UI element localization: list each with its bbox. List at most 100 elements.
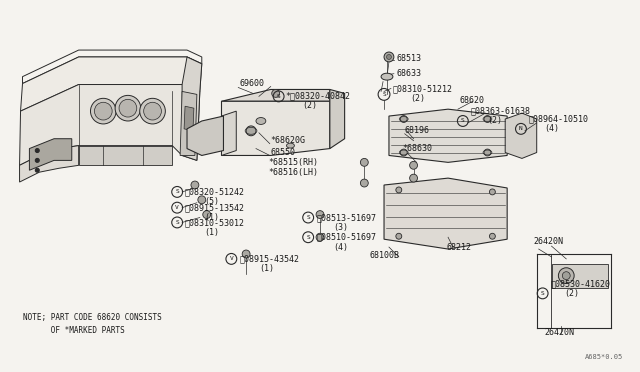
Polygon shape (20, 57, 202, 111)
Polygon shape (187, 116, 223, 155)
Polygon shape (20, 84, 200, 165)
Text: 68513: 68513 (397, 54, 422, 64)
Text: *Ⓝ08320-40842: *Ⓝ08320-40842 (285, 92, 351, 101)
Text: (1): (1) (259, 264, 274, 273)
Circle shape (115, 95, 141, 121)
Text: Ⓝ08510-51697: Ⓝ08510-51697 (317, 233, 377, 242)
Polygon shape (330, 89, 344, 148)
Circle shape (387, 54, 392, 60)
Text: V: V (230, 256, 233, 262)
Circle shape (410, 161, 417, 169)
Ellipse shape (256, 118, 266, 124)
Text: S: S (175, 220, 179, 225)
Polygon shape (221, 111, 236, 155)
Text: S: S (276, 94, 280, 99)
Circle shape (563, 272, 570, 280)
Text: 26420N: 26420N (534, 237, 564, 246)
Circle shape (360, 179, 368, 187)
Text: Ⓡ08964-10510: Ⓡ08964-10510 (529, 115, 589, 124)
Text: (2): (2) (488, 116, 502, 125)
Ellipse shape (381, 73, 393, 80)
Text: (4): (4) (545, 124, 559, 134)
Text: (3): (3) (333, 223, 348, 232)
Text: N: N (519, 126, 523, 131)
Circle shape (246, 126, 256, 136)
Text: V: V (175, 205, 179, 210)
Circle shape (484, 149, 491, 156)
Circle shape (400, 149, 407, 156)
Circle shape (490, 233, 495, 239)
Text: Ⓝ08363-61638: Ⓝ08363-61638 (470, 107, 531, 116)
Text: (5): (5) (205, 197, 220, 206)
Text: *68620G: *68620G (271, 136, 306, 145)
Text: S: S (382, 92, 386, 97)
Text: OF *MARKED PARTS: OF *MARKED PARTS (22, 326, 124, 335)
Circle shape (396, 233, 402, 239)
Text: 68212: 68212 (446, 243, 471, 251)
Text: Ⓡ08915-13542: Ⓡ08915-13542 (185, 203, 245, 212)
Text: S: S (541, 291, 545, 296)
Polygon shape (221, 101, 330, 155)
Text: Ⓝ08310-53012: Ⓝ08310-53012 (185, 218, 245, 227)
Text: 68550: 68550 (271, 148, 296, 157)
Circle shape (410, 174, 417, 182)
Text: (1): (1) (205, 228, 220, 237)
Text: 68196: 68196 (404, 126, 429, 135)
Circle shape (90, 98, 116, 124)
Circle shape (35, 148, 39, 153)
Text: *68515(RH): *68515(RH) (269, 158, 319, 167)
Circle shape (198, 196, 205, 204)
Polygon shape (384, 178, 507, 249)
Text: (2): (2) (411, 94, 426, 103)
Polygon shape (184, 106, 194, 131)
Ellipse shape (287, 143, 294, 148)
Text: 68100B: 68100B (369, 251, 399, 260)
Circle shape (360, 158, 368, 166)
Polygon shape (221, 89, 330, 101)
Polygon shape (79, 145, 172, 165)
Text: 69600: 69600 (239, 79, 264, 88)
Circle shape (35, 158, 39, 162)
Circle shape (242, 250, 250, 258)
Text: S: S (307, 215, 310, 220)
Text: S: S (175, 189, 179, 195)
Polygon shape (29, 139, 72, 170)
Polygon shape (505, 113, 537, 158)
Circle shape (316, 233, 324, 241)
Text: S: S (461, 119, 465, 124)
Text: 68633: 68633 (397, 69, 422, 78)
Circle shape (316, 211, 324, 218)
Polygon shape (180, 92, 197, 155)
Circle shape (203, 211, 211, 218)
Text: S: S (307, 235, 310, 240)
Text: Ⓝ08310-51212: Ⓝ08310-51212 (393, 84, 453, 93)
Circle shape (272, 89, 280, 97)
Circle shape (143, 102, 161, 120)
Text: *68516(LH): *68516(LH) (269, 168, 319, 177)
Circle shape (490, 189, 495, 195)
Text: (2): (2) (302, 101, 317, 110)
Text: NOTE; PART CODE 68620 CONSISTS: NOTE; PART CODE 68620 CONSISTS (22, 314, 161, 323)
Circle shape (396, 187, 402, 193)
Text: A685*0.05: A685*0.05 (585, 355, 623, 360)
Polygon shape (20, 145, 79, 182)
Circle shape (400, 116, 407, 122)
Text: (4): (4) (333, 243, 348, 251)
Text: Ⓡ08915-43542: Ⓡ08915-43542 (239, 254, 300, 263)
Polygon shape (22, 50, 202, 84)
Circle shape (384, 52, 394, 62)
Polygon shape (389, 109, 507, 162)
Circle shape (140, 98, 165, 124)
Polygon shape (182, 57, 202, 160)
Text: *68630: *68630 (403, 144, 433, 153)
Circle shape (558, 268, 574, 283)
Text: 26420N: 26420N (545, 328, 575, 337)
Text: (2): (2) (564, 289, 579, 298)
Text: Ⓝ08530-41620: Ⓝ08530-41620 (550, 279, 611, 288)
Circle shape (191, 181, 199, 189)
Circle shape (95, 102, 112, 120)
Text: Ⓝ08513-51697: Ⓝ08513-51697 (317, 213, 377, 222)
Circle shape (119, 99, 137, 117)
Text: (1): (1) (205, 213, 220, 222)
Text: Ⓝ08320-51242: Ⓝ08320-51242 (185, 187, 245, 196)
